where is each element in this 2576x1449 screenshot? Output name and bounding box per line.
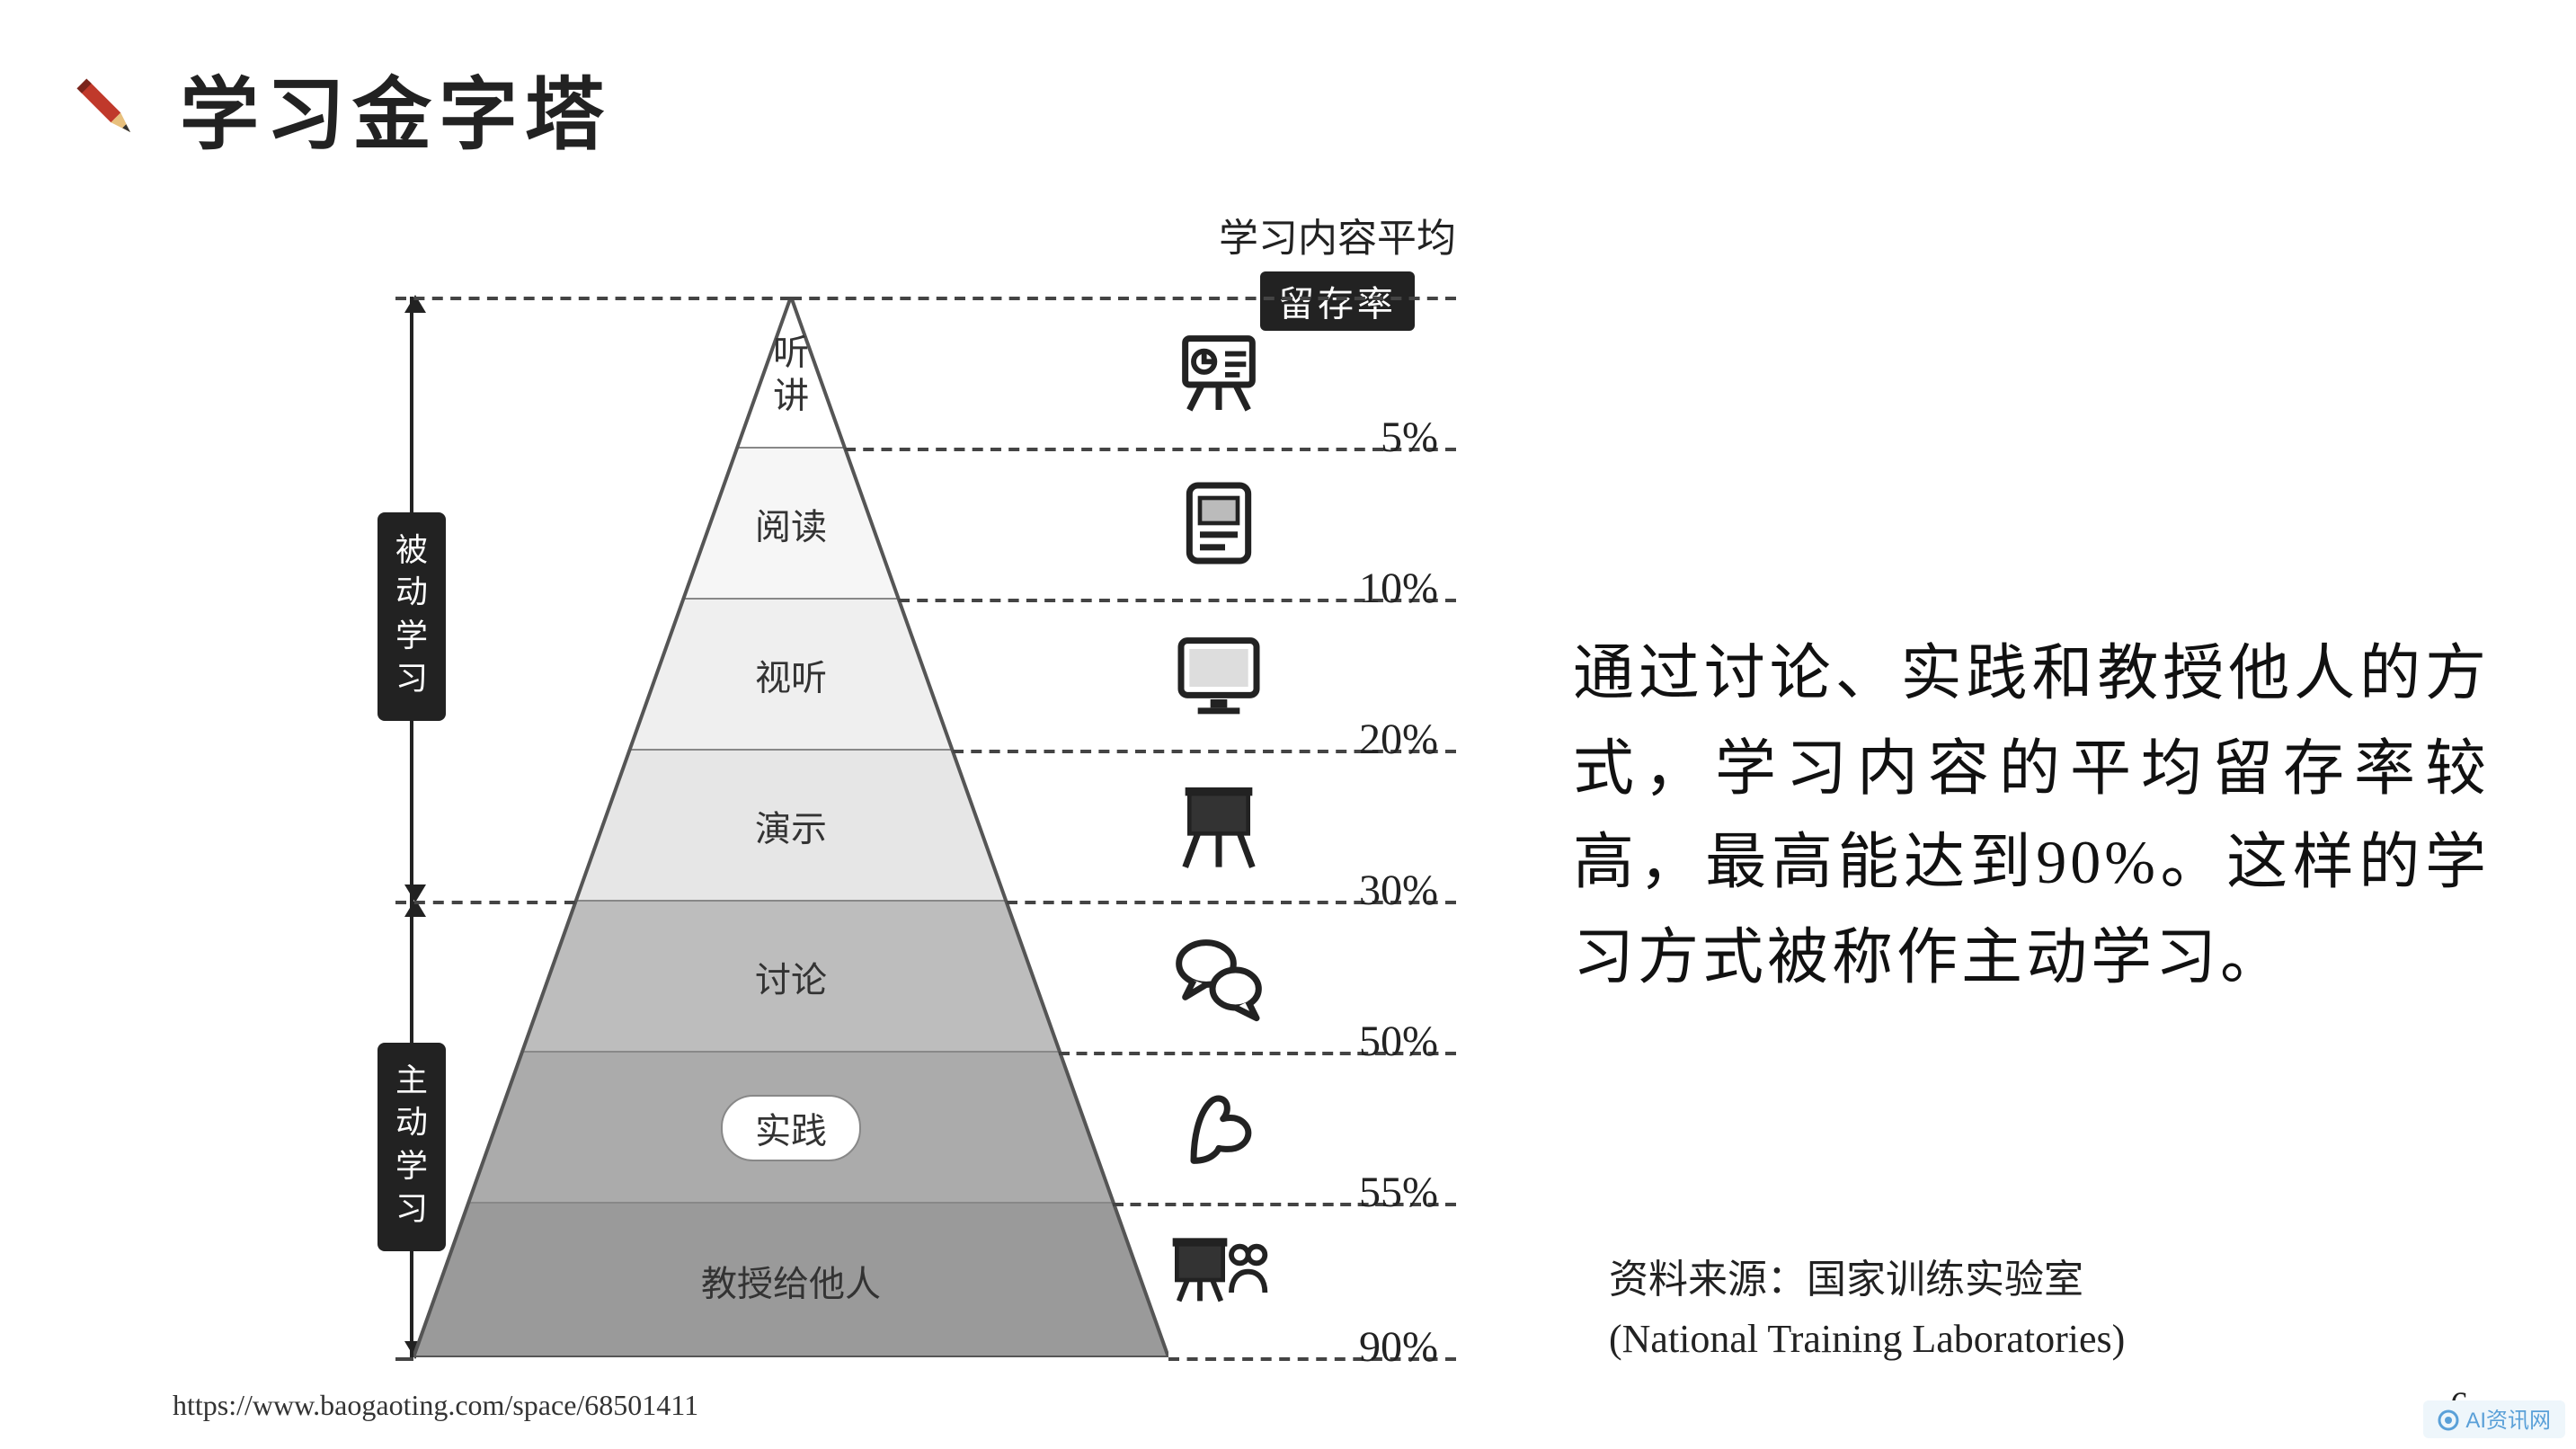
level-label-text: 讨论 (755, 950, 827, 1002)
retention-percent: 5% (1381, 415, 1438, 464)
pencil-icon (65, 67, 147, 149)
retention-percent: 50% (1359, 1019, 1438, 1068)
pyramid-level-label: 教授给他人 (413, 1251, 1168, 1309)
divider-dash-left (395, 297, 791, 300)
level-label-text: 实践 (721, 1094, 861, 1160)
pyramid-level-label: 讨论 (413, 947, 1168, 1005)
level-label-text: 视听 (755, 648, 827, 700)
source-en: (National Training Laboratories) (1609, 1316, 2125, 1361)
retention-rate-line1: 学习内容平均 (1219, 207, 1456, 264)
retention-percent: 30% (1359, 868, 1438, 917)
icon-column (1168, 297, 1276, 1357)
footer-url: https://www.baogaoting.com/space/6850141… (173, 1391, 698, 1424)
monitor-icon (1168, 624, 1269, 724)
retention-percent: 20% (1359, 717, 1438, 766)
source-cn: 资料来源：国家训练实验室 (1609, 1257, 2083, 1302)
pyramid-level-label: 实践 (413, 1098, 1168, 1156)
retention-percent: 55% (1359, 1170, 1438, 1219)
watermark-text: AI资讯网 (2465, 1404, 2551, 1435)
retention-percent: 10% (1359, 566, 1438, 615)
level-label-text: 阅读 (755, 497, 827, 549)
slide-header: 学习金字塔 (65, 50, 611, 165)
watermark-icon (2437, 1409, 2458, 1430)
book-reader-icon (1168, 473, 1269, 573)
pyramid-level-label: 视听 (413, 645, 1168, 703)
slide-title: 学习金字塔 (180, 50, 611, 165)
watermark-badge: AI资讯网 (2422, 1400, 2565, 1438)
retention-percent: 90% (1359, 1325, 1438, 1373)
learning-pyramid-figure: 学习内容平均 留存率 被动学习主动学习 听讲阅读视听演示讨论实践教授给他人 5%… (162, 207, 1456, 1375)
pyramid-level-label: 阅读 (413, 494, 1168, 552)
chat-bubbles-icon (1168, 926, 1269, 1027)
source-citation: 资料来源：国家训练实验室 (National Training Laborato… (1609, 1249, 2508, 1368)
percent-column: 5%10%20%30%50%55%90% (1312, 297, 1438, 1357)
level-label-text: 演示 (755, 799, 827, 851)
level-label-text: 教授给他人 (701, 1254, 881, 1306)
pyramid-level-label: 演示 (413, 796, 1168, 854)
pyramid-level-label: 听讲 (413, 311, 1168, 440)
teach-group-icon (1168, 1230, 1269, 1330)
slide-page: 学习金字塔 学习内容平均 留存率 被动学习主动学习 听讲阅读视听演示讨论实践教授… (0, 0, 2576, 1449)
muscle-arm-icon (1168, 1077, 1269, 1178)
pyramid-area: 听讲阅读视听演示讨论实践教授给他人 (413, 297, 1168, 1357)
explanation-paragraph: 通过讨论、实践和教授他人的方式，学习内容的平均留存率较高，最高能达到90%。这样… (1573, 629, 2490, 1009)
divider-dash-left (395, 901, 576, 904)
presentation-chart-icon (1168, 322, 1269, 422)
level-label-text: 听讲 (765, 333, 817, 419)
divider-dash-left (395, 1357, 413, 1361)
easel-board-icon (1168, 775, 1269, 876)
